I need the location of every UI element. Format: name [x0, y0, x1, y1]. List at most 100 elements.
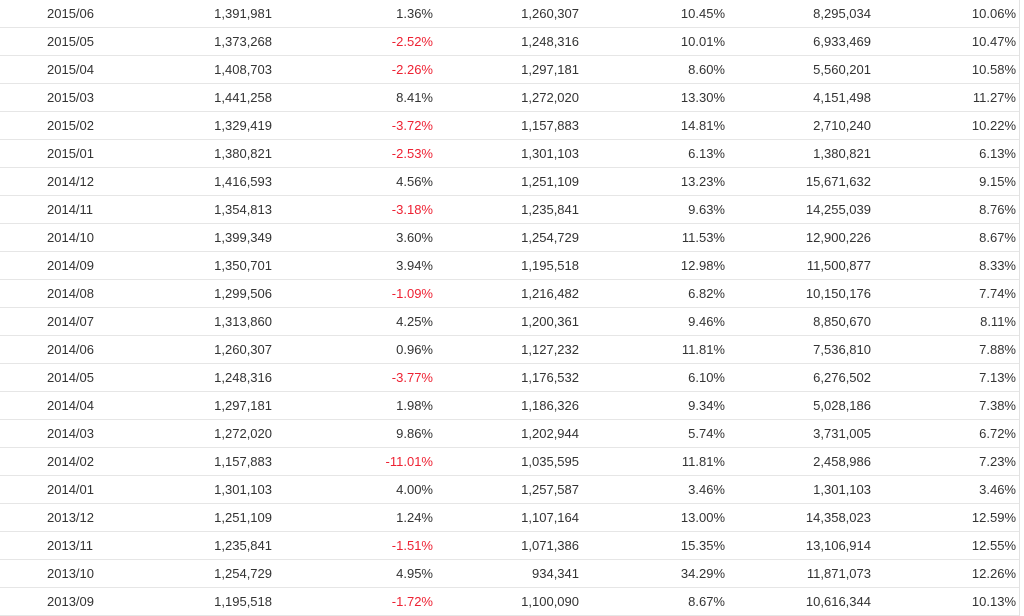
date-cell: 2013/11 — [47, 538, 94, 553]
value-2-cell: 1,195,518 — [521, 258, 579, 273]
value-2-cell: 1,200,361 — [521, 314, 579, 329]
value-3-cell: 1,380,821 — [813, 146, 871, 161]
value-3-cell: 5,560,201 — [813, 62, 871, 77]
table-row: 2014/08 1,299,506 -1.09% 1,216,482 6.82% 10,1… — [0, 280, 1019, 308]
date-cell: 2014/12 — [47, 174, 94, 189]
date-cell: 2014/08 — [47, 286, 94, 301]
change-3-cell: 10.47% — [971, 34, 1016, 49]
date-cell: 2014/02 — [47, 454, 94, 469]
value-2-cell: 1,251,109 — [521, 174, 579, 189]
table-row: 2013/12 1,251,109 1.24% 1,107,164 13.00% 14,3… — [0, 504, 1019, 532]
table-row: 2014/05 1,248,316 -3.77% 1,176,532 6.10% 6,27… — [0, 364, 1019, 392]
value-1-cell: 1,408,703 — [214, 62, 272, 77]
change-3-cell: 9.15% — [979, 174, 1016, 189]
change-2-cell: 11.53% — [681, 230, 725, 245]
value-3-cell: 13,106,914 — [805, 538, 871, 553]
change-1-cell: -1.51% — [391, 538, 433, 553]
change-3-cell: 10.58% — [971, 62, 1016, 77]
date-cell: 2015/06 — [47, 6, 94, 21]
change-2-cell: 14.81% — [680, 118, 725, 133]
change-1-cell: 3.94% — [396, 258, 433, 273]
value-1-cell: 1,313,860 — [214, 314, 272, 329]
date-cell: 2015/04 — [47, 62, 94, 77]
value-2-cell: 1,176,532 — [521, 370, 579, 385]
change-1-cell: 4.25% — [396, 314, 433, 329]
value-3-cell: 15,671,632 — [805, 174, 871, 189]
change-3-cell: 8.76% — [979, 202, 1016, 217]
value-2-cell: 934,341 — [532, 566, 579, 581]
value-3-cell: 6,933,469 — [813, 34, 871, 49]
value-1-cell: 1,251,109 — [214, 510, 272, 525]
value-2-cell: 1,257,587 — [521, 482, 579, 497]
change-1-cell: -2.26% — [391, 62, 433, 77]
change-3-cell: 8.11% — [980, 314, 1016, 329]
value-1-cell: 1,254,729 — [214, 566, 272, 581]
change-3-cell: 10.13% — [971, 594, 1016, 609]
table-row: 2015/03 1,441,258 8.41% 1,272,020 13.30% 4,15… — [0, 84, 1019, 112]
value-1-cell: 1,235,841 — [214, 538, 272, 553]
value-1-cell: 1,157,883 — [214, 454, 272, 469]
change-3-cell: 12.55% — [971, 538, 1016, 553]
change-2-cell: 8.67% — [688, 594, 725, 609]
value-3-cell: 1,301,103 — [813, 482, 871, 497]
change-2-cell: 3.46% — [688, 482, 725, 497]
change-1-cell: -3.77% — [391, 370, 433, 385]
change-1-cell: -2.53% — [391, 146, 433, 161]
date-cell: 2013/12 — [47, 510, 94, 525]
value-1-cell: 1,260,307 — [214, 342, 272, 357]
value-3-cell: 7,536,810 — [813, 342, 871, 357]
date-cell: 2014/11 — [47, 202, 94, 217]
value-1-cell: 1,380,821 — [214, 146, 272, 161]
change-3-cell: 12.26% — [971, 566, 1016, 581]
value-3-cell: 10,150,176 — [805, 286, 871, 301]
change-3-cell: 7.38% — [979, 398, 1016, 413]
change-3-cell: 7.23% — [979, 454, 1016, 469]
change-1-cell: 3.60% — [396, 230, 433, 245]
change-3-cell: 7.13% — [979, 370, 1016, 385]
value-2-cell: 1,202,944 — [521, 426, 579, 441]
change-2-cell: 13.23% — [680, 174, 725, 189]
table-row: 2014/07 1,313,860 4.25% 1,200,361 9.46% 8,850… — [0, 308, 1019, 336]
table-row: 2014/04 1,297,181 1.98% 1,186,326 9.34% 5,028… — [0, 392, 1019, 420]
value-3-cell: 10,616,344 — [805, 594, 871, 609]
table-row: 2013/09 1,195,518 -1.72% 1,100,090 8.67% 10,6… — [0, 588, 1019, 616]
change-2-cell: 11.81% — [681, 454, 725, 469]
change-1-cell: 4.95% — [396, 566, 433, 581]
change-2-cell: 6.13% — [688, 146, 725, 161]
value-1-cell: 1,299,506 — [214, 286, 272, 301]
value-2-cell: 1,127,232 — [521, 342, 579, 357]
value-1-cell: 1,416,593 — [214, 174, 272, 189]
table-row: 2014/06 1,260,307 0.96% 1,127,232 11.81% 7,53… — [0, 336, 1019, 364]
value-1-cell: 1,373,268 — [214, 34, 272, 49]
change-3-cell: 7.74% — [979, 286, 1016, 301]
date-cell: 2015/01 — [47, 146, 94, 161]
value-2-cell: 1,107,164 — [521, 510, 579, 525]
value-2-cell: 1,272,020 — [521, 90, 579, 105]
value-2-cell: 1,260,307 — [521, 6, 579, 21]
date-cell: 2015/03 — [47, 90, 94, 105]
table-row: 2014/12 1,416,593 4.56% 1,251,109 13.23% 15,6… — [0, 168, 1019, 196]
value-2-cell: 1,254,729 — [521, 230, 579, 245]
change-1-cell: 0.96% — [396, 342, 433, 357]
value-2-cell: 1,301,103 — [521, 146, 579, 161]
value-1-cell: 1,399,349 — [214, 230, 272, 245]
table-row: 2015/04 1,408,703 -2.26% 1,297,181 8.60% 5,56… — [0, 56, 1019, 84]
change-3-cell: 11.27% — [972, 90, 1016, 105]
table-row: 2014/02 1,157,883 -11.01% 1,035,595 11.81% 2,… — [0, 448, 1019, 476]
value-2-cell: 1,071,386 — [521, 538, 579, 553]
value-1-cell: 1,297,181 — [214, 398, 272, 413]
change-2-cell: 10.45% — [680, 6, 725, 21]
value-1-cell: 1,441,258 — [214, 90, 272, 105]
table-row: 2014/01 1,301,103 4.00% 1,257,587 3.46% 1,301… — [0, 476, 1019, 504]
date-cell: 2014/06 — [47, 342, 94, 357]
table-row: 2014/11 1,354,813 -3.18% 1,235,841 9.63% 14,2… — [0, 196, 1019, 224]
value-3-cell: 6,276,502 — [813, 370, 871, 385]
value-2-cell: 1,216,482 — [521, 286, 579, 301]
change-3-cell: 8.33% — [979, 258, 1016, 273]
date-cell: 2014/04 — [47, 398, 94, 413]
value-3-cell: 14,255,039 — [805, 202, 871, 217]
change-3-cell: 7.88% — [979, 342, 1016, 357]
change-3-cell: 6.72% — [979, 426, 1016, 441]
change-2-cell: 11.81% — [681, 342, 725, 357]
change-2-cell: 6.10% — [688, 370, 725, 385]
